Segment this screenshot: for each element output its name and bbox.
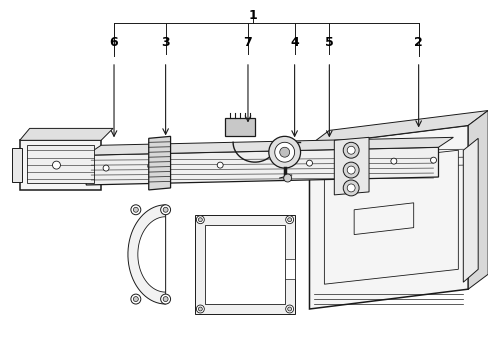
Circle shape xyxy=(286,216,294,224)
Text: 7: 7 xyxy=(244,36,252,49)
Circle shape xyxy=(347,166,355,174)
Circle shape xyxy=(343,142,359,158)
Text: 6: 6 xyxy=(110,36,118,49)
Circle shape xyxy=(52,161,60,169)
Polygon shape xyxy=(464,138,478,282)
Polygon shape xyxy=(196,215,294,314)
Circle shape xyxy=(286,305,294,313)
Polygon shape xyxy=(324,150,458,284)
Circle shape xyxy=(284,174,292,182)
Polygon shape xyxy=(354,203,414,235)
Circle shape xyxy=(133,207,138,212)
Circle shape xyxy=(103,165,109,171)
Polygon shape xyxy=(86,137,453,155)
Polygon shape xyxy=(310,125,468,309)
Text: 1: 1 xyxy=(248,9,257,22)
Text: 3: 3 xyxy=(161,36,170,49)
Circle shape xyxy=(280,147,290,157)
Circle shape xyxy=(196,305,204,313)
Text: 5: 5 xyxy=(325,36,334,49)
Circle shape xyxy=(347,184,355,192)
Circle shape xyxy=(161,205,171,215)
Circle shape xyxy=(347,146,355,154)
Circle shape xyxy=(161,294,171,304)
Polygon shape xyxy=(86,147,439,185)
Text: 2: 2 xyxy=(414,36,423,49)
Polygon shape xyxy=(149,136,171,190)
Circle shape xyxy=(198,307,202,311)
Polygon shape xyxy=(205,225,285,304)
Circle shape xyxy=(163,207,168,212)
Polygon shape xyxy=(468,111,488,289)
Circle shape xyxy=(217,162,223,168)
Circle shape xyxy=(275,142,294,162)
Text: 4: 4 xyxy=(290,36,299,49)
Polygon shape xyxy=(225,118,255,136)
Circle shape xyxy=(391,158,397,164)
Circle shape xyxy=(431,157,437,163)
Polygon shape xyxy=(26,145,94,183)
Polygon shape xyxy=(20,129,113,140)
Circle shape xyxy=(198,218,202,222)
Circle shape xyxy=(163,297,168,302)
Circle shape xyxy=(288,307,292,311)
Polygon shape xyxy=(12,148,22,182)
Polygon shape xyxy=(138,217,166,292)
Polygon shape xyxy=(128,205,166,304)
Polygon shape xyxy=(310,111,488,145)
Circle shape xyxy=(133,297,138,302)
Circle shape xyxy=(131,205,141,215)
Circle shape xyxy=(343,180,359,196)
Polygon shape xyxy=(285,260,294,279)
Circle shape xyxy=(288,218,292,222)
Circle shape xyxy=(131,294,141,304)
Polygon shape xyxy=(334,137,369,195)
Circle shape xyxy=(307,160,313,166)
Circle shape xyxy=(269,136,300,168)
Circle shape xyxy=(148,163,154,169)
Polygon shape xyxy=(20,140,101,190)
Circle shape xyxy=(196,216,204,224)
Circle shape xyxy=(343,162,359,178)
